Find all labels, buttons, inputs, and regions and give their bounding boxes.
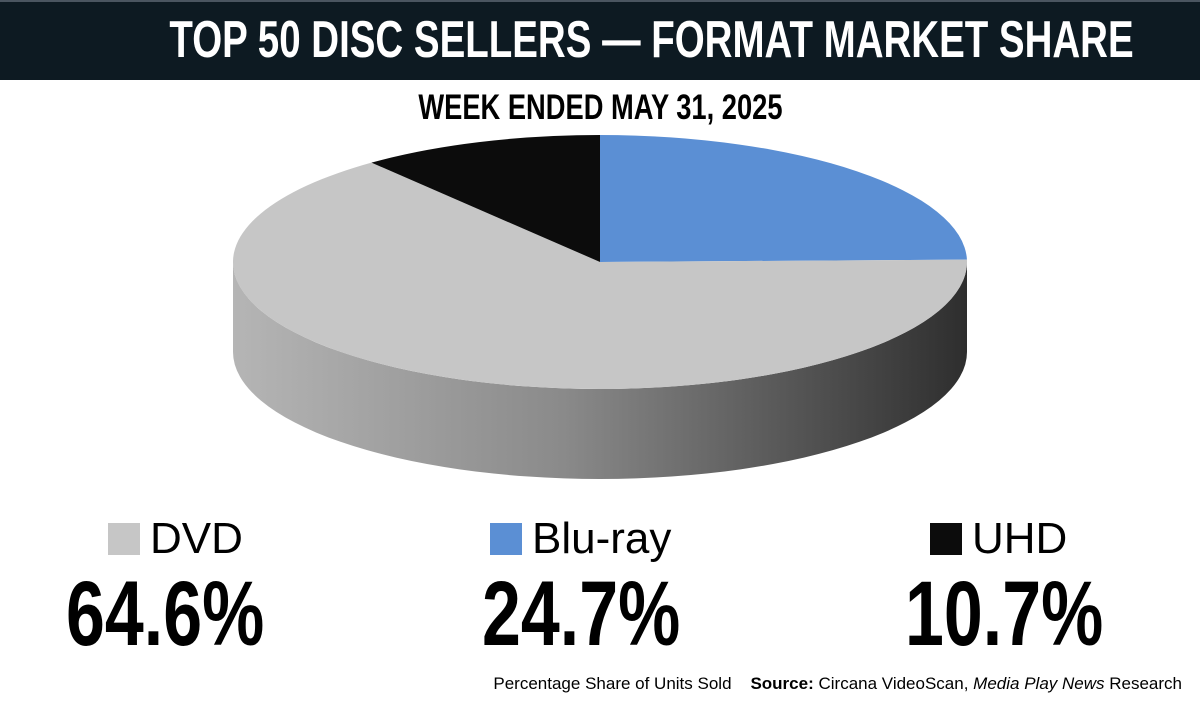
legend-swatch-bluray [490, 523, 522, 555]
source-publication: Media Play News [973, 674, 1105, 693]
legend-item-bluray: Blu-ray [490, 515, 671, 563]
pie-slice-dvd [233, 162, 968, 389]
chart-title: TOP 50 DISC SELLERS — FORMAT MARKET SHAR… [169, 11, 1134, 69]
legend-swatch-dvd [108, 523, 140, 555]
title-band [0, 0, 1200, 80]
source-label: Source: [750, 674, 814, 693]
source-text: Circana VideoScan, [818, 674, 969, 693]
legend-label-dvd: DVD [150, 514, 243, 563]
data-label-dvd: 64.6% [66, 563, 265, 665]
data-label-uhd: 10.7% [905, 563, 1104, 665]
pie-side-dvd [233, 262, 967, 479]
legend-item-uhd: UHD [930, 515, 1067, 563]
source-tail: Research [1109, 674, 1182, 693]
data-label-bluray: 24.7% [482, 563, 681, 665]
units-note: Percentage Share of Units Sold [493, 674, 732, 693]
legend-swatch-uhd [930, 523, 962, 555]
pie-slice-uhd [371, 135, 600, 262]
legend-label-bluray: Blu-ray [532, 514, 672, 563]
footer-note: Percentage Share of Units Sold Source: C… [493, 674, 1182, 694]
pie-slice-bluray [600, 135, 967, 262]
legend-item-dvd: DVD [108, 515, 243, 563]
legend-label-uhd: UHD [972, 514, 1068, 563]
chart-subtitle: WEEK ENDED MAY 31, 2025 [417, 88, 783, 127]
